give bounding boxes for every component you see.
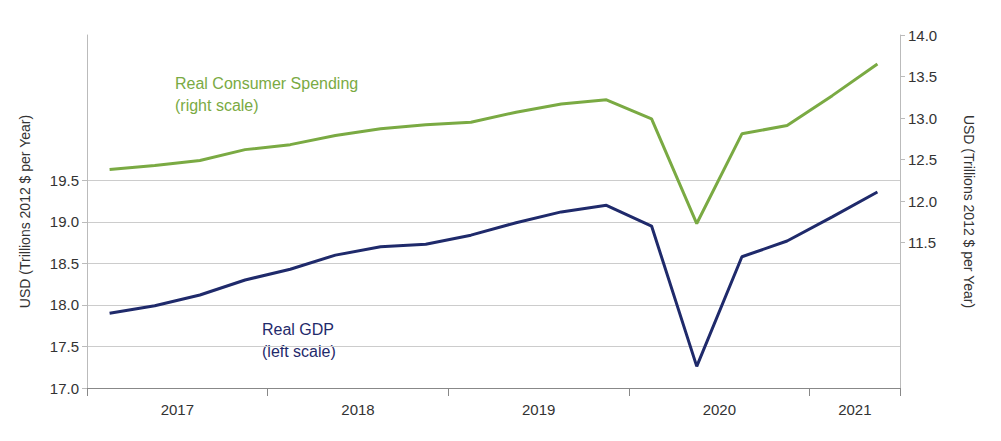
svg-text:18.0: 18.0 [50,296,79,313]
svg-text:Real GDP: Real GDP [262,321,334,338]
svg-text:2018: 2018 [341,401,374,418]
svg-text:USD (Trillions 2012 $ per Year: USD (Trillions 2012 $ per Year) [961,115,977,308]
svg-text:18.5: 18.5 [50,255,79,272]
svg-text:12.0: 12.0 [908,193,937,210]
svg-text:11.5: 11.5 [908,234,936,251]
svg-text:(right scale): (right scale) [175,97,259,114]
svg-text:2021: 2021 [838,401,871,418]
svg-text:14.0: 14.0 [908,27,937,44]
svg-text:2019: 2019 [522,401,555,418]
svg-text:USD (Trillions 2012 $ per Year: USD (Trillions 2012 $ per Year) [17,115,33,308]
svg-text:17.0: 17.0 [50,380,79,397]
svg-text:19.0: 19.0 [50,213,79,230]
svg-text:2017: 2017 [161,401,194,418]
svg-text:17.5: 17.5 [50,338,79,355]
svg-text:Real Consumer Spending: Real Consumer Spending [175,75,358,92]
svg-text:19.5: 19.5 [50,172,79,189]
svg-text:(left scale): (left scale) [262,343,336,360]
svg-text:2020: 2020 [703,401,736,418]
svg-text:13.0: 13.0 [908,110,937,127]
svg-text:13.5: 13.5 [908,68,937,85]
svg-text:12.5: 12.5 [908,151,937,168]
